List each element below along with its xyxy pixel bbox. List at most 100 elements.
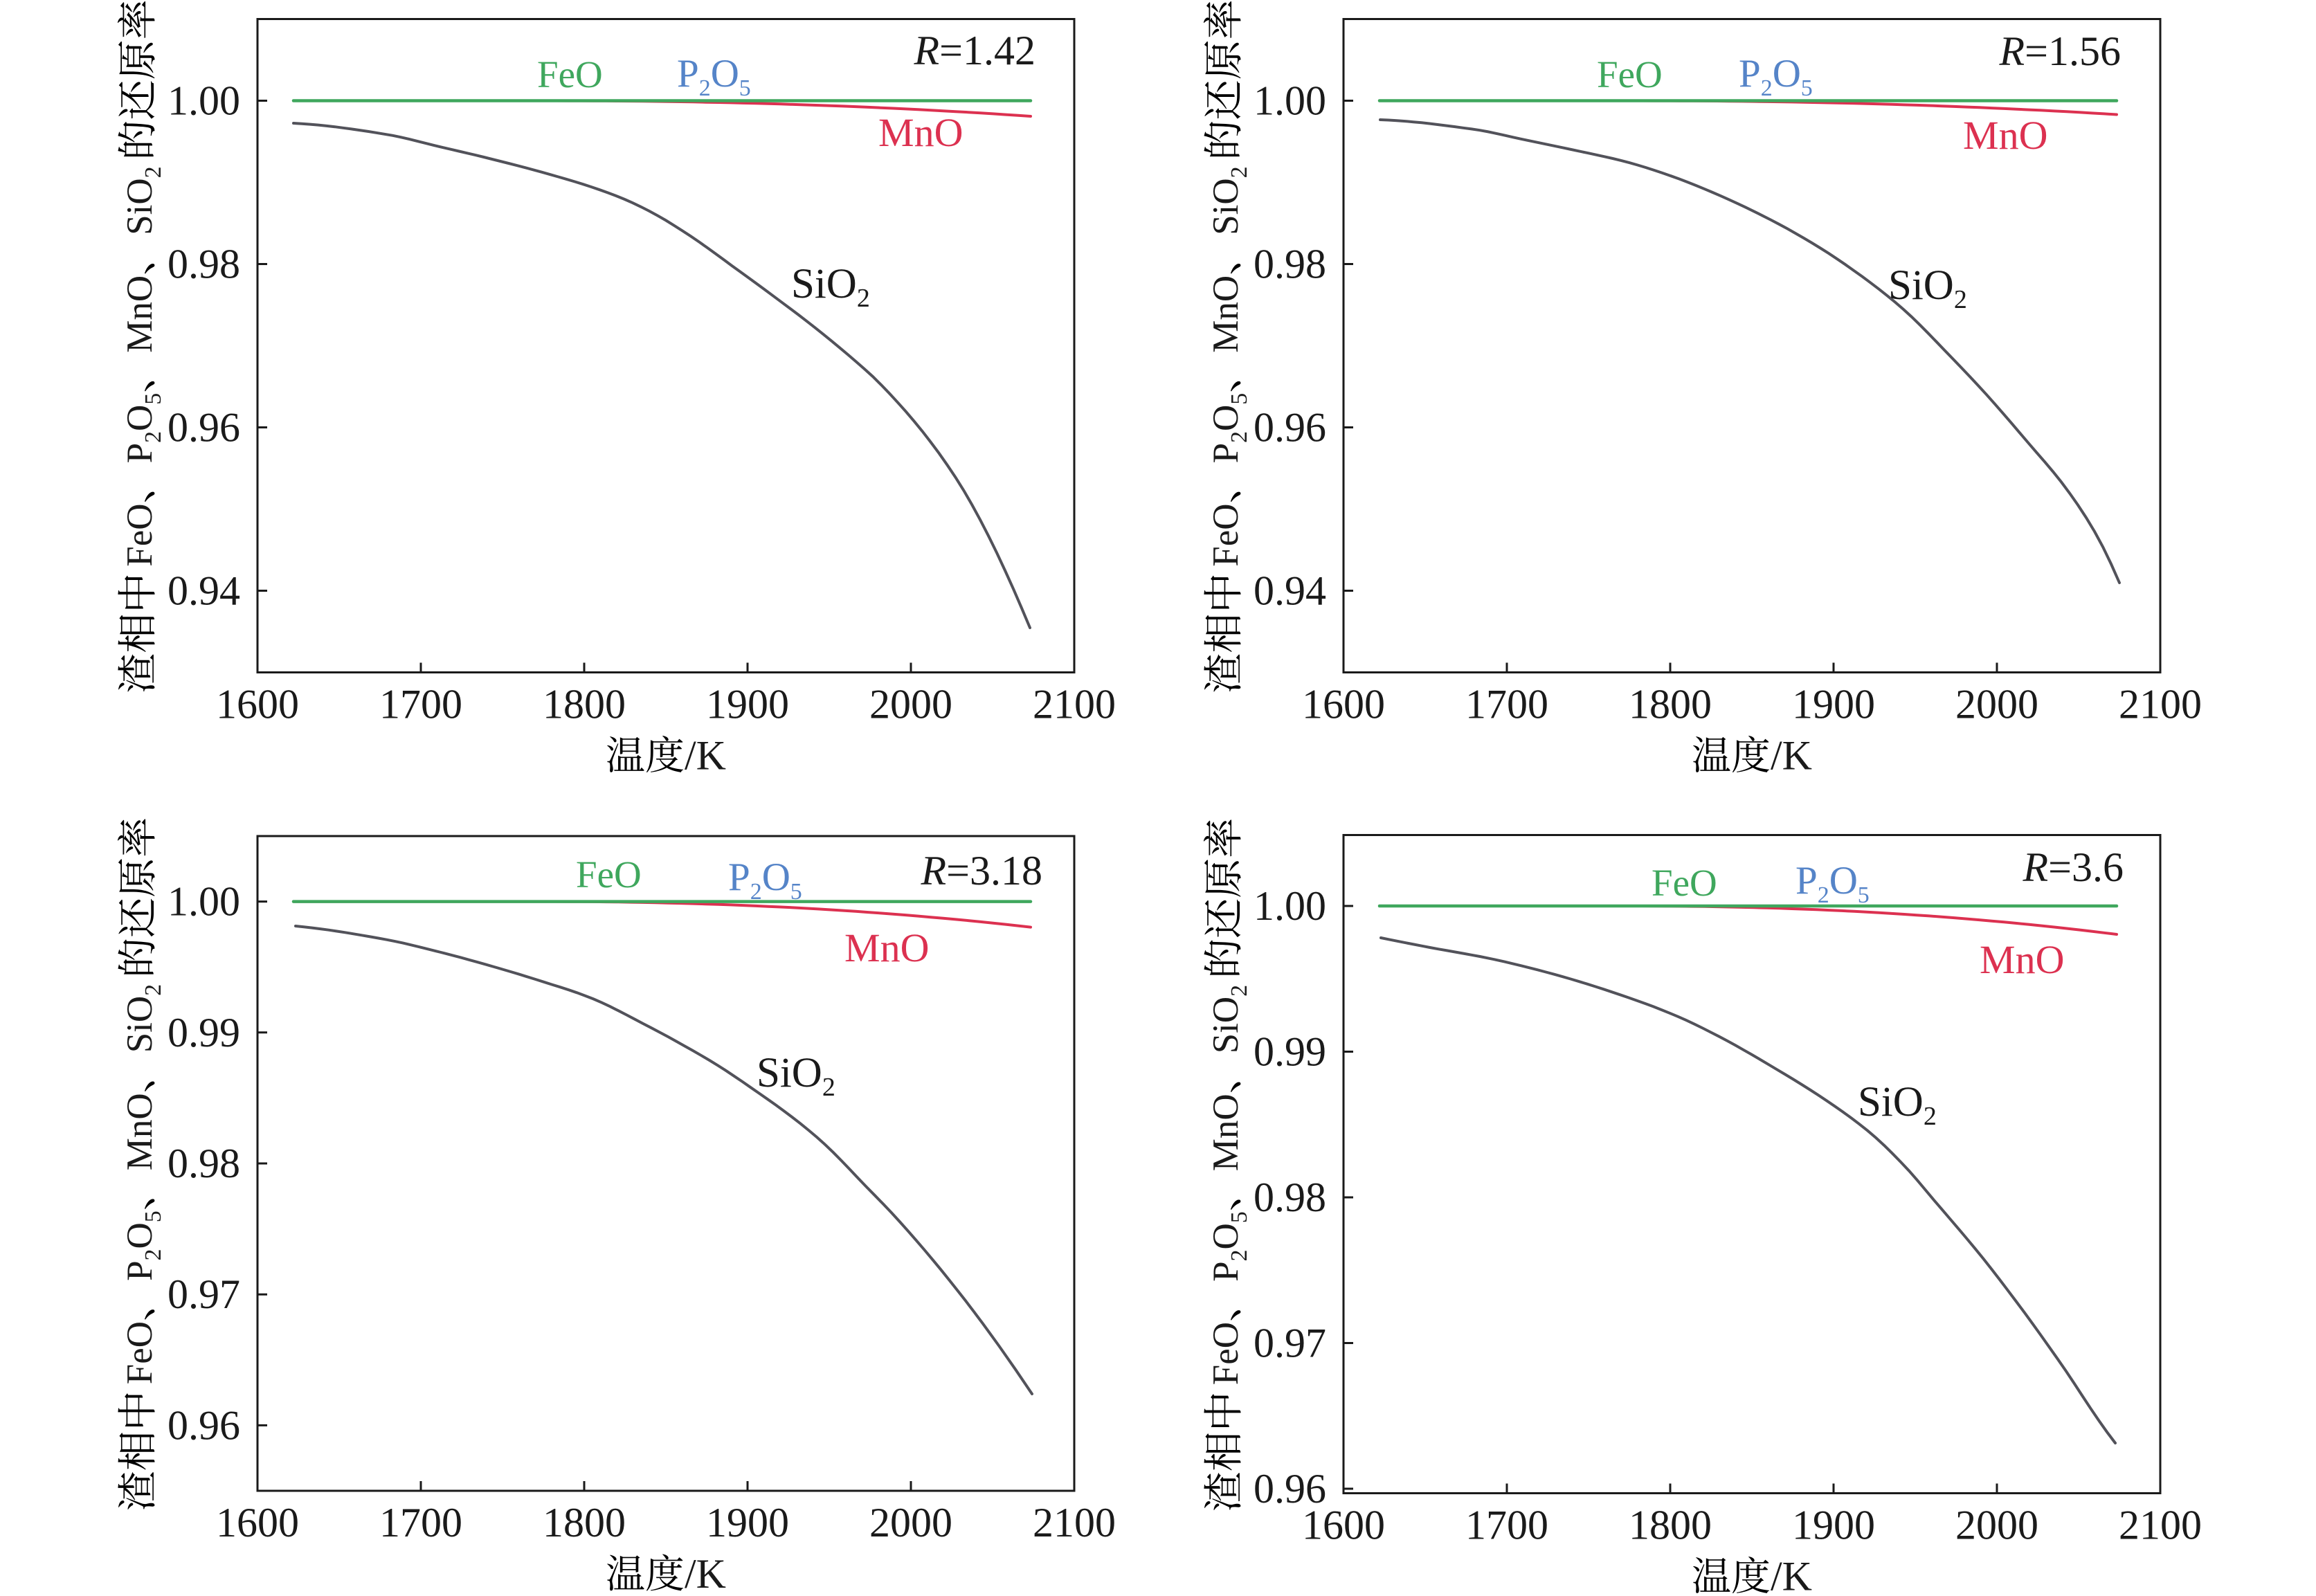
- svg-text:2: 2: [141, 1249, 166, 1261]
- svg-text:5: 5: [1801, 75, 1813, 101]
- svg-text:P: P: [120, 1260, 160, 1280]
- svg-text:0.96: 0.96: [1254, 405, 1326, 451]
- svg-text:S: S: [1888, 262, 1912, 309]
- svg-text:2: 2: [1818, 882, 1829, 908]
- svg-text:O: O: [1206, 1223, 1246, 1249]
- svg-text:2: 2: [1954, 285, 1967, 314]
- svg-text:5: 5: [1227, 1211, 1252, 1223]
- svg-text:1800: 1800: [1629, 1503, 1712, 1548]
- svg-text:FeO: FeO: [576, 853, 642, 896]
- svg-text:S: S: [757, 1050, 780, 1096]
- svg-text:1600: 1600: [1302, 682, 1385, 727]
- svg-text:MnO: MnO: [878, 110, 963, 155]
- svg-text:i: i: [815, 261, 826, 307]
- svg-text:R=3.18: R=3.18: [921, 848, 1043, 894]
- svg-text:0.94: 0.94: [1254, 568, 1326, 614]
- svg-text:2100: 2100: [2119, 682, 2202, 727]
- svg-text:i: i: [120, 1022, 160, 1033]
- svg-text:O: O: [1773, 52, 1801, 96]
- svg-text:2: 2: [141, 431, 166, 443]
- svg-text:1900: 1900: [1792, 1503, 1875, 1548]
- svg-text:/K: /K: [1771, 1554, 1812, 1596]
- svg-text:FeO: FeO: [1652, 862, 1717, 904]
- svg-text:2: 2: [750, 879, 762, 905]
- svg-text:2: 2: [1924, 1102, 1937, 1131]
- svg-text:O: O: [1206, 178, 1246, 204]
- svg-text:2: 2: [1761, 75, 1773, 101]
- svg-text:0.99: 0.99: [1254, 1029, 1326, 1075]
- svg-text:i: i: [1206, 1023, 1246, 1033]
- svg-text:2100: 2100: [2119, 1503, 2202, 1548]
- svg-text:0.96: 0.96: [1254, 1466, 1326, 1512]
- svg-text:2000: 2000: [1955, 1503, 2038, 1548]
- svg-text:0.98: 0.98: [1254, 1175, 1326, 1220]
- svg-text:0.94: 0.94: [168, 568, 240, 614]
- svg-text:1700: 1700: [1465, 682, 1548, 727]
- svg-text:O: O: [1893, 1079, 1924, 1125]
- svg-text:5: 5: [1858, 882, 1870, 908]
- svg-text:0.96: 0.96: [168, 405, 240, 451]
- svg-text:MnO: MnO: [1206, 275, 1246, 353]
- svg-text:O: O: [762, 855, 790, 899]
- svg-text:1.00: 1.00: [168, 78, 240, 124]
- svg-text:S: S: [1206, 1033, 1246, 1053]
- svg-text:MnO: MnO: [120, 275, 160, 353]
- svg-text:5: 5: [1227, 393, 1252, 405]
- svg-text:P: P: [1206, 1261, 1246, 1281]
- svg-text:FeO: FeO: [1206, 1322, 1246, 1385]
- svg-text:2: 2: [857, 284, 870, 313]
- svg-text:i: i: [1206, 205, 1246, 215]
- svg-text:0.98: 0.98: [168, 242, 240, 287]
- svg-text:1800: 1800: [543, 1500, 626, 1545]
- svg-text:1600: 1600: [1302, 1503, 1385, 1548]
- svg-text:2000: 2000: [869, 682, 952, 727]
- svg-text:S: S: [791, 261, 815, 307]
- svg-text:1800: 1800: [1629, 682, 1712, 727]
- svg-text:1700: 1700: [379, 682, 462, 727]
- svg-text:2: 2: [822, 1073, 835, 1102]
- svg-text:MnO: MnO: [1980, 937, 2064, 982]
- svg-text:S: S: [1206, 215, 1246, 235]
- svg-text:5: 5: [141, 1210, 166, 1222]
- svg-text:5: 5: [141, 393, 166, 405]
- svg-text:FeO: FeO: [537, 53, 603, 96]
- svg-text:5: 5: [790, 879, 802, 905]
- svg-text:O: O: [1829, 859, 1858, 903]
- svg-text:R=3.6: R=3.6: [2023, 844, 2124, 890]
- svg-text:2100: 2100: [1033, 682, 1116, 727]
- svg-text:P: P: [1739, 52, 1761, 96]
- svg-text:0.97: 0.97: [168, 1271, 240, 1317]
- svg-text:0.97: 0.97: [1254, 1321, 1326, 1366]
- svg-text:1800: 1800: [543, 682, 626, 727]
- svg-text:2: 2: [141, 984, 166, 996]
- svg-text:P: P: [677, 52, 699, 96]
- svg-text:1.00: 1.00: [1254, 78, 1326, 124]
- svg-text:P: P: [1206, 443, 1246, 463]
- svg-text:1900: 1900: [1792, 682, 1875, 727]
- svg-text:0.99: 0.99: [168, 1010, 240, 1055]
- svg-text:1600: 1600: [216, 1500, 299, 1545]
- svg-text:0.98: 0.98: [1254, 242, 1326, 287]
- svg-text:MnO: MnO: [1206, 1094, 1246, 1171]
- svg-text:2100: 2100: [1033, 1500, 1116, 1545]
- svg-text:2000: 2000: [1955, 682, 2038, 727]
- svg-text:i: i: [780, 1050, 792, 1096]
- svg-text:/K: /K: [685, 1551, 726, 1596]
- svg-text:2: 2: [1227, 166, 1252, 178]
- svg-text:1700: 1700: [1465, 1503, 1548, 1548]
- svg-text:1.00: 1.00: [1254, 883, 1326, 929]
- svg-text:R=1.42: R=1.42: [914, 28, 1036, 73]
- svg-text:O: O: [711, 52, 739, 96]
- svg-text:2: 2: [699, 75, 711, 101]
- svg-text:S: S: [120, 1033, 160, 1053]
- svg-text:S: S: [1858, 1079, 1881, 1125]
- svg-text:O: O: [1206, 405, 1246, 431]
- svg-text:P: P: [1795, 859, 1818, 903]
- svg-text:S: S: [120, 215, 160, 235]
- svg-text:R=1.56: R=1.56: [1999, 28, 2122, 74]
- svg-text:1900: 1900: [706, 682, 789, 727]
- svg-text:0.96: 0.96: [168, 1402, 240, 1448]
- svg-text:2: 2: [1227, 985, 1252, 997]
- svg-text:FeO: FeO: [120, 503, 160, 566]
- svg-text:O: O: [1206, 997, 1246, 1023]
